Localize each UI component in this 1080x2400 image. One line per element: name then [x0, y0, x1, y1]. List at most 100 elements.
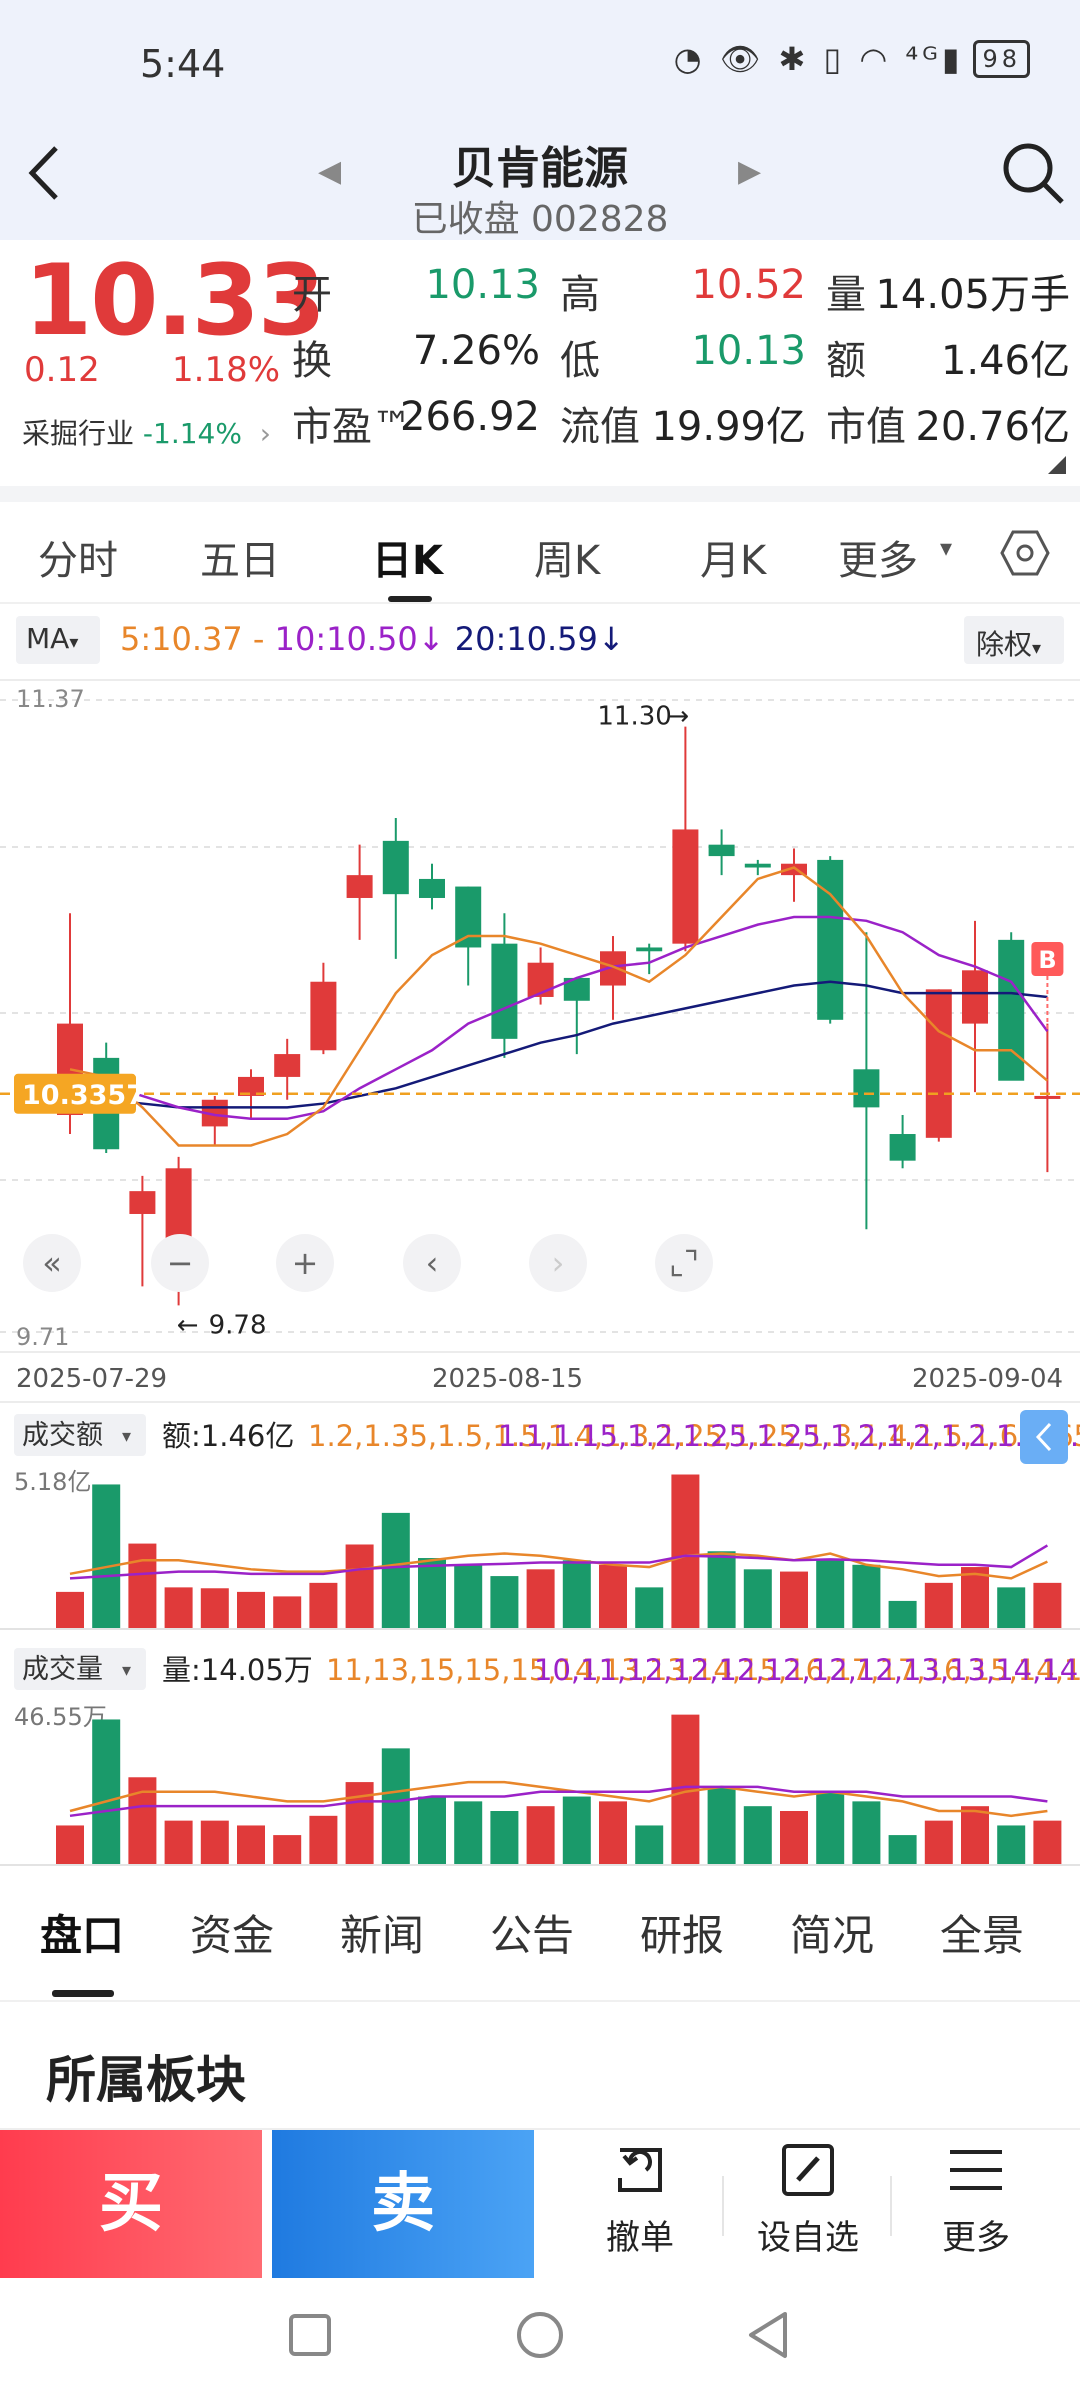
sell-button[interactable]: 卖: [272, 2130, 534, 2278]
buy-marker-label: B: [1038, 946, 1056, 974]
recents-icon[interactable]: [287, 2312, 333, 2358]
candle-body: [165, 1168, 192, 1241]
volume_panel-bar: [92, 1719, 121, 1864]
candle-body: [781, 863, 807, 876]
quote-field-value: 7.26%: [412, 328, 540, 374]
ma20-line: [70, 980, 1048, 1109]
navigation-bar: [0, 2280, 1080, 2400]
quote-field-label: 额: [826, 338, 866, 384]
divider: [722, 2176, 724, 2236]
chart-control-button[interactable]: [23, 1234, 81, 1292]
settings-hexagon-icon[interactable]: [1000, 528, 1050, 578]
home-icon[interactable]: [515, 2310, 565, 2360]
volume_panel-bar: [418, 1796, 446, 1864]
chart-control-button[interactable]: [276, 1234, 334, 1292]
add-watchlist-button[interactable]: 设自选: [728, 2140, 888, 2259]
candle-body: [491, 943, 518, 1039]
tab-4[interactable]: 月K: [700, 538, 767, 584]
down-arrow-icon: ↓: [417, 620, 445, 658]
candle-body: [563, 977, 590, 1001]
volume_panel-bar: [562, 1796, 591, 1864]
amount_panel-scale-label: 5.18亿: [14, 1468, 91, 1496]
back-icon[interactable]: [20, 138, 70, 208]
status-time: 5:44: [140, 42, 226, 86]
ma20-value: 20:10.59: [454, 620, 598, 658]
tab-2[interactable]: 日K: [372, 538, 443, 584]
tab-1[interactable]: 五日: [200, 538, 280, 584]
quote-panel: [0, 240, 1080, 485]
volume_panel-bar: [780, 1811, 808, 1864]
industry-link[interactable]: 采掘行业 -1.14% ›: [22, 412, 271, 452]
amount_panel-bar: [1033, 1582, 1062, 1628]
ma5-line: [69, 866, 1049, 1147]
cancel-order-button[interactable]: 撤单: [560, 2140, 720, 2259]
chart-control-button[interactable]: [529, 1234, 587, 1292]
side-collapse-button[interactable]: [1020, 1410, 1068, 1464]
max-price-label: 11.30: [597, 702, 671, 732]
amount_panel-bar: [599, 1564, 627, 1628]
candle-body: [346, 875, 373, 898]
indicator-select[interactable]: MA▾: [16, 616, 100, 664]
amount_panel-ma10-line: [69, 1544, 1049, 1580]
chart-control-button[interactable]: [655, 1234, 713, 1292]
industry-name: 采掘行业: [22, 417, 135, 450]
amount_panel-bar: [128, 1543, 157, 1628]
volume_panel-bar: [164, 1820, 193, 1864]
volume_panel-select-label: 成交量: [22, 1654, 103, 1685]
prev-stock-icon[interactable]: ◀: [318, 154, 342, 189]
detail-tab-6[interactable]: 全景: [940, 1911, 1025, 1960]
volume_panel-bar: [707, 1786, 736, 1864]
quote-field-label: 流值: [560, 404, 640, 450]
candle-body: [925, 989, 952, 1138]
buy-marker: [1031, 942, 1064, 976]
chart-control-button[interactable]: [403, 1234, 461, 1292]
amount_panel-bar: [852, 1564, 881, 1628]
volume_panel-select-bg[interactable]: [14, 1648, 146, 1690]
candle-body: [419, 878, 445, 898]
detail-tab-0[interactable]: 盘口: [40, 1911, 125, 1960]
ma10-line: [69, 915, 1049, 1121]
divider: [890, 2176, 892, 2236]
search-icon[interactable]: [1000, 140, 1066, 206]
current-price-tag: [14, 1073, 136, 1114]
quote-field-label: 市盈™: [292, 404, 412, 450]
back-nav-icon[interactable]: [745, 2310, 791, 2360]
price-change: 0.12: [24, 350, 100, 390]
amount_panel-value: 额:1.46亿: [162, 1419, 294, 1453]
quote-field-label: 市值: [826, 404, 906, 450]
left-arrow-icon: ←: [177, 1310, 199, 1340]
tab-3[interactable]: 周K: [534, 538, 601, 584]
quote-field-label: 换: [292, 338, 332, 384]
tab-5[interactable]: 更多: [838, 538, 918, 584]
tab-0[interactable]: 分时: [38, 538, 118, 584]
amount_panel-bar: [56, 1591, 84, 1628]
buy-button[interactable]: 买: [0, 2130, 262, 2278]
amount_panel-ma5-line: [69, 1552, 1048, 1580]
status-icons: ◔ 👁 ✱ ▯ ◠ ⁴ᴳ▮: [673, 40, 964, 78]
detail-tab-5[interactable]: 简况: [790, 1911, 875, 1960]
detail-tab-2[interactable]: 新闻: [340, 1911, 425, 1960]
detail-tab-3[interactable]: 公告: [490, 1911, 575, 1960]
quote-field-value: 10.13: [425, 262, 540, 308]
tab-indicator: [52, 1990, 114, 1997]
header: [0, 130, 1080, 240]
amount_panel-bar: [273, 1596, 302, 1628]
detail-tab-4[interactable]: 研报: [640, 1911, 725, 1960]
chart-control-button[interactable]: [151, 1234, 209, 1292]
amount_panel-select-bg[interactable]: [14, 1414, 146, 1456]
detail-tab-1[interactable]: 资金: [190, 1911, 275, 1960]
expand-corner-icon[interactable]: [1048, 456, 1066, 474]
edit-icon: [782, 2144, 834, 2196]
candle-body: [962, 970, 988, 1024]
amount_panel-bar: [888, 1600, 917, 1628]
volume_panel-bar: [924, 1820, 953, 1864]
kline-chart[interactable]: 11.37 9.71 10.3357 11.30→ ← 9.78 B « − + ‹ › ⌞⌝ 2025-…: [0, 676, 1080, 1866]
chart-control-icon: +: [292, 1244, 319, 1282]
volume_panel-ma5-line: [69, 1780, 1048, 1818]
chart-control-icon: ›: [552, 1244, 565, 1282]
more-button[interactable]: 更多: [896, 2140, 1056, 2259]
volume_panel-ma5: 11,13,15,15,15,14,13,13,14,15,16,17,17,1…: [326, 1653, 1080, 1687]
down-arrow-icon: ↓: [597, 620, 625, 658]
ex-rights-select[interactable]: 除权▾: [964, 616, 1064, 664]
next-stock-icon[interactable]: ▶: [738, 154, 762, 189]
